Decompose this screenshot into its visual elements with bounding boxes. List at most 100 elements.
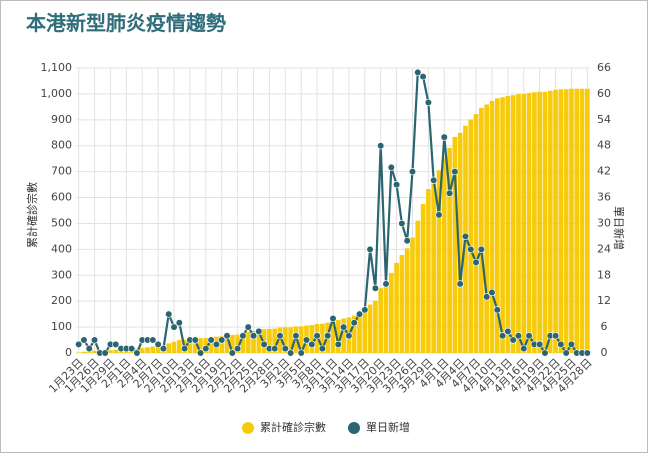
bar (441, 157, 447, 353)
point (297, 349, 305, 357)
point (112, 340, 120, 348)
point (536, 340, 544, 348)
bar (521, 93, 527, 353)
bar (388, 272, 394, 353)
bar (420, 204, 426, 353)
point (165, 310, 173, 318)
point (292, 332, 300, 340)
y2-tick-label: 12 (597, 294, 611, 307)
point (85, 345, 93, 353)
point (80, 336, 88, 344)
point (419, 73, 427, 81)
bar (150, 346, 156, 353)
bar (558, 89, 564, 353)
y2-tick-label: 30 (597, 216, 611, 229)
point (493, 306, 501, 314)
bar (229, 334, 235, 353)
point (212, 340, 221, 348)
bar (479, 107, 484, 354)
point (567, 340, 576, 348)
bar (245, 332, 251, 353)
bar (187, 339, 193, 353)
bar (542, 91, 548, 353)
point (90, 336, 99, 344)
point (196, 349, 205, 357)
point (128, 345, 136, 353)
point (403, 237, 411, 245)
point (313, 332, 321, 340)
y-tick-label: 800 (51, 139, 72, 152)
bar (532, 92, 537, 353)
bar (574, 88, 580, 354)
point (371, 284, 379, 292)
point (583, 349, 591, 357)
point (101, 349, 109, 357)
bar (457, 132, 463, 353)
point (366, 245, 374, 253)
point (318, 345, 327, 353)
y-tick-label: 500 (51, 216, 72, 229)
y2-axis-label: 單日新增 (612, 206, 626, 250)
point (424, 98, 432, 107)
bar (516, 94, 521, 353)
y2-tick-label: 18 (597, 268, 611, 281)
bar (108, 350, 113, 353)
y-tick-label: 900 (51, 113, 72, 126)
y2-tick-label: 0 (601, 346, 608, 359)
point (387, 163, 395, 171)
point (281, 345, 289, 353)
y2-tick-label: 66 (597, 61, 611, 74)
y-tick-label: 200 (51, 294, 72, 307)
point (520, 345, 528, 353)
point (562, 349, 570, 357)
y-tick-label: 400 (51, 242, 72, 255)
bar (404, 248, 410, 353)
bar (526, 92, 532, 353)
point (498, 332, 507, 340)
bar (436, 170, 442, 353)
bar (176, 340, 182, 353)
bar (484, 104, 490, 353)
bar (192, 338, 198, 353)
legend-swatch (242, 422, 254, 434)
bar (500, 97, 505, 353)
point (557, 340, 565, 348)
bar (505, 95, 511, 354)
bar (298, 326, 304, 353)
bar (267, 328, 272, 353)
bar (410, 237, 415, 353)
point (551, 332, 560, 340)
bar (415, 220, 421, 353)
y-tick-label: 300 (51, 268, 72, 281)
point (525, 332, 533, 340)
bar (489, 100, 495, 354)
y2-tick-label: 42 (597, 165, 611, 178)
bar (579, 88, 585, 354)
legend-label: 累計確診宗數 (260, 420, 326, 434)
point (75, 340, 83, 348)
bar (224, 334, 230, 353)
bar (537, 91, 542, 353)
point (361, 306, 369, 314)
bar (171, 341, 177, 353)
legend-label: 單日新增 (366, 420, 410, 434)
point (260, 340, 268, 348)
bar (494, 98, 500, 354)
y-tick-label: 1,000 (41, 87, 73, 100)
point (287, 349, 295, 357)
point (223, 332, 231, 340)
bar (335, 320, 341, 353)
bar (288, 327, 293, 353)
bar (585, 88, 590, 354)
point (414, 68, 422, 76)
bar (341, 318, 346, 353)
point (170, 323, 178, 331)
bar (362, 310, 368, 353)
point (228, 349, 236, 357)
y-tick-label: 1,100 (41, 61, 73, 74)
y2-tick-label: 60 (597, 87, 611, 100)
point (451, 168, 459, 176)
bar (282, 327, 288, 353)
point (334, 340, 342, 348)
y2-tick-label: 6 (601, 320, 608, 333)
